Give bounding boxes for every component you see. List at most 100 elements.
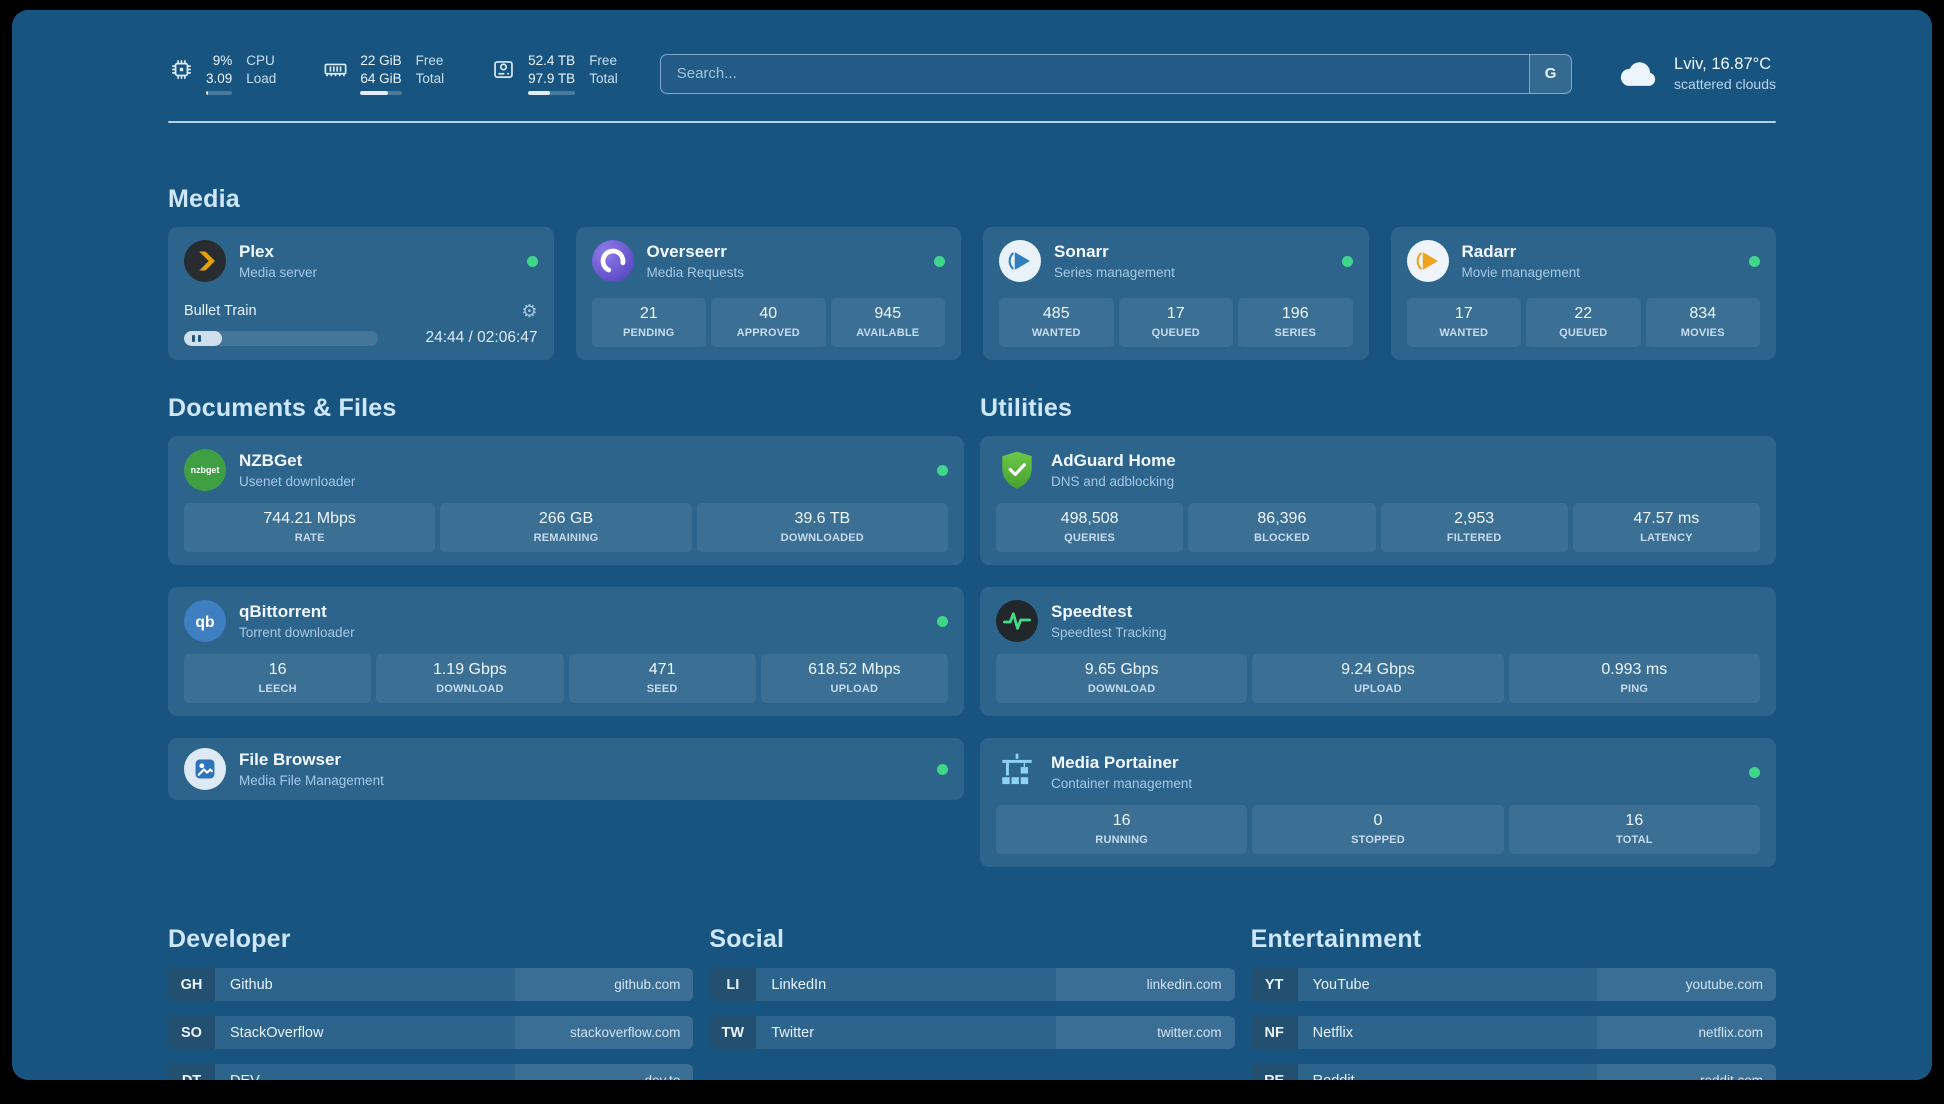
portainer-stat-running: 16 RUNNING xyxy=(996,805,1248,854)
bookmark-stackoverflow[interactable]: SO StackOverflow stackoverflow.com xyxy=(168,1016,694,1049)
utilities-section-title: Utilities xyxy=(980,394,1073,422)
qbittorrent-stat-download: 1.19 Gbps DOWNLOAD xyxy=(376,654,564,703)
bookmark-youtube[interactable]: YT YouTube youtube.com xyxy=(1250,968,1776,1001)
disk-free-label: Free xyxy=(589,53,617,68)
app-card-nzbget[interactable]: nzbget NZBGet Usenet downloader 744.21 M… xyxy=(168,436,964,565)
bookmark-netflix[interactable]: NF Netflix netflix.com xyxy=(1250,1016,1776,1049)
search-input[interactable] xyxy=(660,54,1530,93)
app-card-plex[interactable]: Plex Media server Bullet Train ⚙ xyxy=(168,227,554,360)
media-section-title: Media xyxy=(168,185,240,213)
app-card-overseerr[interactable]: Overseerr Media Requests 21 PENDING 40 A… xyxy=(575,227,961,360)
app-subtitle: Media File Management xyxy=(239,773,384,788)
weather-condition: scattered clouds xyxy=(1674,76,1776,92)
app-subtitle: Media Requests xyxy=(646,265,745,280)
bookmark-abbr: LI xyxy=(709,968,757,1001)
portainer-icon xyxy=(996,751,1038,793)
bookmark-name: Reddit xyxy=(1298,1073,1355,1081)
portainer-stat-stopped: 0 STOPPED xyxy=(1252,805,1504,854)
top-bar: 9% CPU 3.09 Load 22 GiB Free 64 GiB Tota… xyxy=(168,52,1776,95)
app-card-filebrowser[interactable]: File Browser Media File Management xyxy=(168,738,964,800)
status-online-dot xyxy=(937,763,948,775)
bookmark-github[interactable]: GH Github github.com xyxy=(168,968,694,1001)
radarr-stat-wanted: 17 WANTED xyxy=(1406,298,1521,347)
developer-section-title: Developer xyxy=(168,925,291,953)
bookmark-reddit[interactable]: RE Reddit reddit.com xyxy=(1250,1064,1776,1081)
app-card-sonarr[interactable]: Sonarr Series management 485 WANTED 17 Q… xyxy=(983,227,1369,360)
adguard-stat-blocked: 86,396 BLOCKED xyxy=(1188,503,1376,552)
dashboard-content: 9% CPU 3.09 Load 22 GiB Free 64 GiB Tota… xyxy=(12,10,1932,1080)
adguard-stat-filtered: 2,953 FILTERED xyxy=(1380,503,1568,552)
bookmark-name: YouTube xyxy=(1312,976,1370,993)
app-card-qbittorrent[interactable]: qb qBittorrent Torrent downloader 16 LEE… xyxy=(168,587,964,716)
app-subtitle: Torrent downloader xyxy=(239,625,355,640)
plex-icon xyxy=(184,240,226,282)
bookmark-domain: youtube.com xyxy=(1597,968,1776,1001)
app-subtitle: DNS and adblocking xyxy=(1051,474,1175,489)
ram-total: 64 GiB xyxy=(360,70,402,86)
app-subtitle: Container management xyxy=(1051,776,1193,791)
section-utilities: Utilities xyxy=(980,394,1776,867)
app-name: Radarr xyxy=(1461,242,1517,261)
status-online-dot xyxy=(1749,766,1760,778)
section-entertainment: Entertainment YT YouTube youtube.com NF … xyxy=(1250,925,1776,1081)
bookmark-abbr: YT xyxy=(1250,968,1298,1001)
disk-widget: 52.4 TB Free 97.9 TB Total xyxy=(490,52,618,95)
topbar-divider xyxy=(168,121,1776,123)
app-name: Plex xyxy=(239,242,274,261)
playback-time: 24:44 / 02:06:47 xyxy=(425,329,538,346)
now-playing-title: Bullet Train xyxy=(184,303,257,319)
cpu-percent: 9% xyxy=(212,53,233,68)
bookmark-domain: linkedin.com xyxy=(1056,968,1235,1001)
bookmark-name: StackOverflow xyxy=(230,1024,324,1041)
app-card-speedtest[interactable]: Speedtest Speedtest Tracking 9.65 Gbps D… xyxy=(980,587,1776,716)
app-name: AdGuard Home xyxy=(1051,451,1176,470)
section-media: Media Plex Media server xyxy=(168,185,1776,360)
bookmark-twitter[interactable]: TW Twitter twitter.com xyxy=(709,1016,1235,1049)
cpu-load: 3.09 xyxy=(206,70,233,86)
app-name: Sonarr xyxy=(1054,242,1109,261)
app-card-adguard[interactable]: AdGuard Home DNS and adblocking 498,508 … xyxy=(980,436,1776,565)
disk-progress-bar xyxy=(528,91,576,95)
social-section-title: Social xyxy=(709,925,785,953)
speedtest-stat-download: 9.65 Gbps DOWNLOAD xyxy=(996,654,1248,703)
bookmark-linkedin[interactable]: LI LinkedIn linkedin.com xyxy=(709,968,1235,1001)
status-online-dot xyxy=(1749,255,1760,267)
bookmark-domain: twitter.com xyxy=(1056,1016,1235,1049)
app-subtitle: Series management xyxy=(1054,265,1175,280)
app-card-radarr[interactable]: Radarr Movie management 17 WANTED 22 QUE… xyxy=(1390,227,1776,360)
search-engine-button[interactable]: G xyxy=(1529,54,1572,93)
bookmark-dev[interactable]: DT DEV dev.to xyxy=(168,1064,694,1080)
ram-progress-bar xyxy=(360,91,402,95)
section-social: Social LI LinkedIn linkedin.com TW Twitt… xyxy=(709,925,1235,1080)
app-name: Media Portainer xyxy=(1051,753,1179,772)
section-developer: Developer GH Github github.com SO StackO… xyxy=(168,925,694,1080)
qbittorrent-stat-leech: 16 LEECH xyxy=(184,654,372,703)
radarr-stat-queued: 22 QUEUED xyxy=(1526,298,1641,347)
dashboard: 9% CPU 3.09 Load 22 GiB Free 64 GiB Tota… xyxy=(12,10,1932,1080)
nzbget-stat-remaining: 266 GB REMAINING xyxy=(440,503,692,552)
qbittorrent-stat-seed: 471 SEED xyxy=(568,654,756,703)
app-name: Overseerr xyxy=(646,242,727,261)
status-online-dot xyxy=(937,615,948,627)
cloud-icon xyxy=(1620,61,1656,86)
app-subtitle: Speedtest Tracking xyxy=(1051,625,1167,640)
media-grid: Plex Media server Bullet Train ⚙ xyxy=(168,227,1776,360)
pause-icon[interactable] xyxy=(192,334,201,342)
bookmark-name: Twitter xyxy=(771,1024,815,1041)
gear-icon[interactable]: ⚙ xyxy=(521,301,538,321)
adguard-stat-queries: 498,508 QUERIES xyxy=(996,503,1184,552)
search-bar: G xyxy=(659,53,1573,94)
bookmark-name: Github xyxy=(230,976,273,993)
overseerr-icon xyxy=(591,240,634,282)
entertainment-section-title: Entertainment xyxy=(1250,925,1422,953)
plex-mini-player: 24:44 / 02:06:47 xyxy=(184,329,538,347)
documents-section-title: Documents & Files xyxy=(168,394,397,422)
app-card-portainer[interactable]: Media Portainer Container management 16 … xyxy=(980,738,1776,867)
sonarr-icon xyxy=(999,240,1041,282)
app-name: Speedtest xyxy=(1051,602,1133,621)
adguard-icon xyxy=(996,449,1038,491)
filebrowser-icon xyxy=(184,748,226,790)
bookmark-domain: netflix.com xyxy=(1597,1016,1776,1049)
app-name: qBittorrent xyxy=(239,602,327,621)
overseerr-stat-pending: 21 PENDING xyxy=(591,298,706,347)
